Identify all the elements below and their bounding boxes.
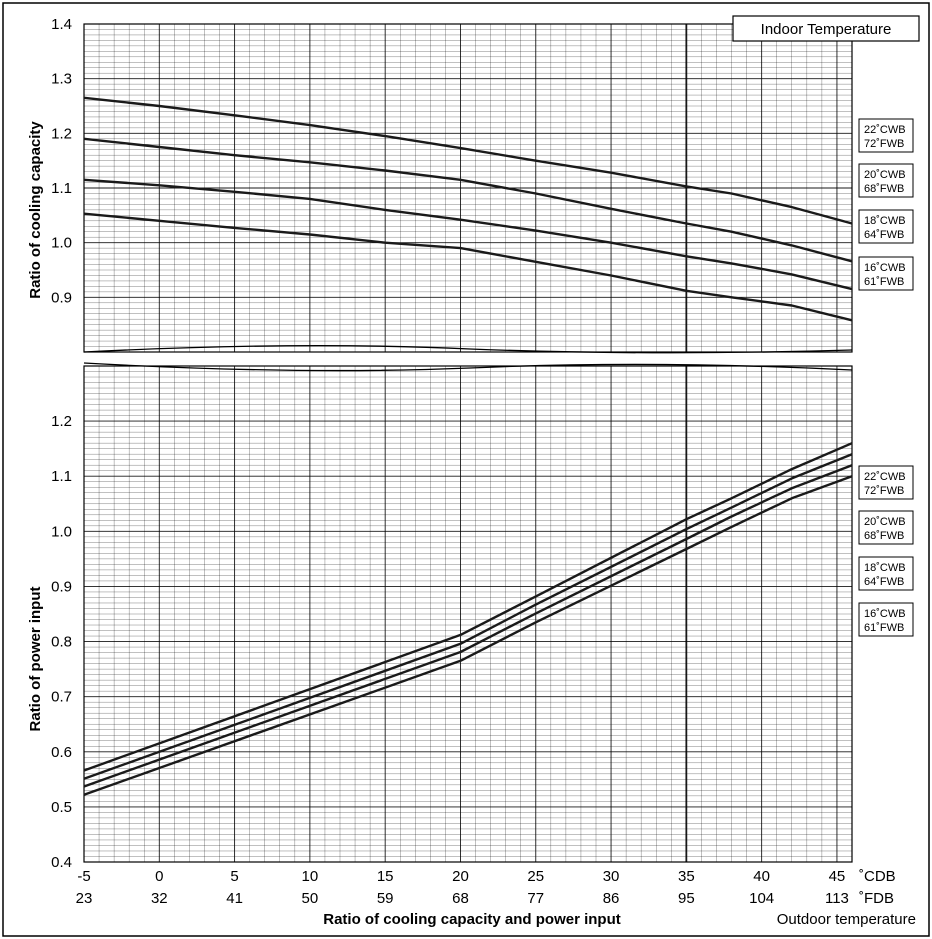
y-tick-label: 0.9 (51, 289, 72, 306)
x-tick-label-cdb: 40 (753, 868, 770, 885)
plot-border (83, 365, 853, 863)
series-line (83, 453, 853, 780)
y-tick-label: 1.4 (51, 16, 72, 33)
legend-label-cwb: 22˚CWB (864, 471, 906, 483)
top-y-axis-title: Ratio of cooling capacity (27, 121, 44, 299)
legend-label-cwb: 18˚CWB (864, 562, 906, 574)
y-tick-label: 1.1 (51, 180, 72, 197)
y-tick-label: 0.8 (51, 634, 72, 651)
series-line (83, 137, 853, 263)
x-tick-label-fdb: 50 (302, 890, 319, 907)
legend-box (858, 118, 914, 153)
bottom-y-axis-title: Ratio of power input (27, 587, 44, 732)
legend-box (858, 510, 914, 545)
x-tick-label-cdb: 20 (452, 868, 469, 885)
x-tick-label-cdb: 0 (155, 868, 163, 885)
legend-label-fwb: 72˚FWB (864, 138, 904, 150)
y-tick-label: 0.5 (51, 799, 72, 816)
legend-box (858, 163, 914, 198)
legend-label-cwb: 16˚CWB (864, 608, 906, 620)
legend-label-cwb: 20˚CWB (864, 169, 906, 181)
x-tick-label-cdb: 45 (829, 868, 846, 885)
legend-label-cwb: 22˚CWB (864, 124, 906, 136)
x-tick-label-cdb: -5 (77, 868, 90, 885)
x-tick-label-cdb: 25 (527, 868, 544, 885)
legend-label-fwb: 64˚FWB (864, 229, 904, 241)
series-line (83, 212, 853, 322)
x-tick-label-cdb: 35 (678, 868, 695, 885)
legend-box (858, 256, 914, 291)
series-line (83, 475, 853, 796)
plot-border (83, 23, 853, 353)
x-unit-cdb: ˚CDB (859, 868, 896, 885)
legend-label-fwb: 61˚FWB (864, 622, 904, 634)
x-tick-label-fdb: 68 (452, 890, 469, 907)
series-line (83, 178, 853, 291)
series-line (83, 96, 853, 225)
bottom-legend: 22˚CWB 72˚FWB 20˚CWB 68˚FWB 18˚CWB 64˚FWB 16˚C… (858, 465, 914, 637)
y-tick-label: 1.2 (51, 413, 72, 430)
legend-box (858, 556, 914, 591)
outdoor-temperature-note: Outdoor temperature (777, 911, 916, 928)
legend-label-fwb: 61˚FWB (864, 276, 904, 288)
x-tick-label-fdb: 59 (377, 890, 394, 907)
x-tick-label-cdb: 10 (302, 868, 319, 885)
x-axis-title: Ratio of cooling capacity and power inpu… (323, 911, 621, 928)
legend-label-fwb: 68˚FWB (864, 183, 904, 195)
y-tick-label: 1.3 (51, 71, 72, 88)
legend-box (858, 602, 914, 637)
legend-label-cwb: 20˚CWB (864, 516, 906, 528)
y-tick-label: 0.4 (51, 854, 72, 871)
series-line (83, 442, 853, 772)
y-tick-label: 1.0 (51, 235, 72, 252)
legend-box (858, 209, 914, 244)
top-y-tick-labels: 0.9 1.0 1.1 1.2 1.3 1.4 (51, 16, 72, 306)
x-tick-label-fdb: 23 (76, 890, 93, 907)
x-tick-label-cdb: 15 (377, 868, 394, 885)
legend-title: Indoor Temperature (761, 21, 892, 38)
y-tick-label: 1.0 (51, 523, 72, 540)
legend-box (858, 465, 914, 500)
y-tick-label: 0.7 (51, 689, 72, 706)
y-tick-label: 1.1 (51, 468, 72, 485)
x-tick-label-fdb: 41 (226, 890, 243, 907)
top-series-group (83, 96, 853, 322)
x-unit-fdb: ˚FDB (859, 890, 894, 907)
axis-break-top (83, 344, 853, 354)
y-tick-label: 0.9 (51, 578, 72, 595)
x-tick-label-fdb: 104 (749, 890, 774, 907)
legend-label-cwb: 16˚CWB (864, 262, 906, 274)
top-legend: 22˚CWB 72˚FWB 20˚CWB 68˚FWB 18˚CWB 64˚FWB 16˚C… (858, 118, 914, 291)
x-tick-label-fdb: 86 (603, 890, 620, 907)
x-tick-label-cdb: 5 (230, 868, 238, 885)
legend-title-box (732, 15, 920, 42)
bottom-y-tick-labels: 0.4 0.5 0.6 0.7 0.8 0.9 1.0 1.1 1.2 (51, 413, 72, 871)
y-tick-label: 1.2 (51, 125, 72, 142)
x-tick-label-fdb: 113 (825, 890, 849, 907)
y-tick-label: 0.6 (51, 744, 72, 761)
series-line (83, 464, 853, 788)
legend-label-fwb: 64˚FWB (864, 576, 904, 588)
x-tick-labels: -5 23 0 32 5 41 10 50 15 59 20 68 25 77 30 86 35 95 40 104 4… (76, 868, 849, 907)
bottom-plot-grid (83, 365, 853, 863)
x-tick-label-fdb: 32 (151, 890, 168, 907)
legend-label-fwb: 72˚FWB (864, 485, 904, 497)
legend-label-cwb: 18˚CWB (864, 215, 906, 227)
x-tick-label-fdb: 77 (527, 890, 544, 907)
x-tick-label-cdb: 30 (603, 868, 620, 885)
legend-label-fwb: 68˚FWB (864, 530, 904, 542)
x-tick-label-fdb: 95 (678, 890, 695, 907)
bottom-series-group (83, 442, 853, 796)
axis-break-bottom (83, 362, 853, 372)
